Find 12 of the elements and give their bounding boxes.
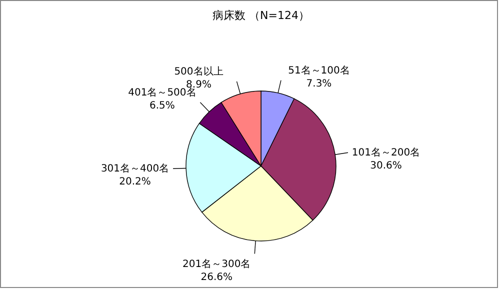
data-label: 30.6% — [370, 160, 402, 172]
slice-label: 201名～300名 — [182, 258, 251, 270]
slice-label: 101名～200名 — [352, 146, 420, 159]
data-label: 20.2% — [119, 176, 151, 188]
data-label: 26.6% — [200, 272, 233, 283]
slice-label: 301名～400名 — [100, 162, 170, 175]
chart-title: 病床数 （N=124） — [212, 9, 310, 22]
slice-label: 401名～500名 — [128, 86, 196, 98]
data-label: 7.3% — [306, 78, 332, 90]
slice-label: 51名～100名 — [288, 64, 350, 76]
slice-label: 500名以上 — [174, 65, 224, 78]
data-label: 6.5% — [150, 100, 175, 112]
